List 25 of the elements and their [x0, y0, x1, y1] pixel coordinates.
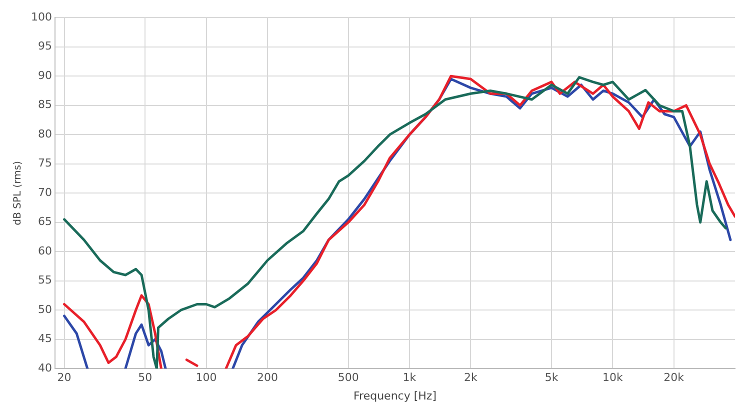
y-tick-label: 85 — [38, 98, 52, 112]
x-tick-label: 5k — [544, 371, 559, 384]
x-tick-label: 20k — [664, 371, 685, 384]
y-tick-label: 95 — [38, 40, 52, 53]
y-tick-label: 55 — [38, 274, 52, 287]
x-tick-label: 2k — [464, 371, 478, 384]
y-tick-label: 100 — [30, 10, 52, 24]
x-tick-label: 100 — [196, 371, 217, 384]
y-tick-label: 40 — [38, 361, 52, 374]
y-tick-label: 70 — [38, 186, 52, 199]
x-tick-label: 20 — [57, 371, 72, 384]
y-axis-title: dB SPL (rms) — [12, 160, 24, 226]
x-tick-label: 10k — [602, 371, 624, 384]
y-tick-label: 75 — [38, 156, 52, 170]
x-axis-title: Frequency [Hz] — [354, 389, 436, 402]
x-tick-label: 500 — [338, 371, 359, 384]
y-tick-label: 45 — [38, 332, 52, 346]
x-tick-label: 50 — [138, 371, 152, 384]
y-tick-label: 90 — [38, 68, 52, 82]
x-tick-label: 200 — [256, 371, 278, 384]
y-tick-label: 50 — [38, 302, 52, 316]
y-tick-label: 65 — [38, 215, 52, 228]
x-tick-label: 1k — [402, 371, 417, 384]
y-tick-label: 60 — [38, 244, 52, 258]
y-tick-label: 80 — [38, 127, 52, 140]
